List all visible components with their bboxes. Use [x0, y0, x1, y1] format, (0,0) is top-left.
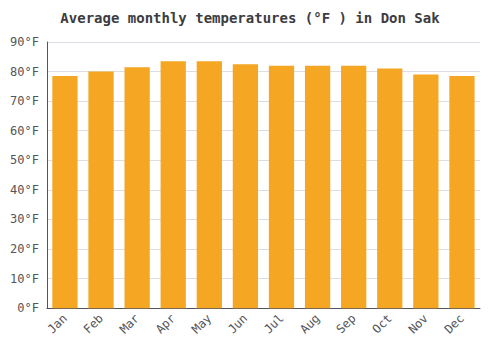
svg-text:30°F: 30°F	[10, 212, 39, 226]
svg-text:10°F: 10°F	[10, 272, 39, 286]
svg-text:Feb: Feb	[81, 311, 106, 336]
svg-text:60°F: 60°F	[10, 124, 39, 138]
svg-text:Dec: Dec	[442, 311, 467, 336]
svg-text:50°F: 50°F	[10, 153, 39, 167]
svg-text:Apr: Apr	[153, 311, 178, 336]
svg-text:Average monthly temperatures (: Average monthly temperatures (°F ) in Do…	[60, 10, 440, 26]
svg-text:Jan: Jan	[45, 311, 70, 336]
svg-text:Sep: Sep	[333, 311, 358, 336]
svg-text:70°F: 70°F	[10, 94, 39, 108]
svg-text:40°F: 40°F	[10, 183, 39, 197]
svg-text:Jun: Jun	[225, 311, 250, 336]
svg-text:Jul: Jul	[261, 311, 286, 336]
svg-text:Aug: Aug	[297, 311, 322, 336]
svg-text:Mar: Mar	[117, 311, 142, 336]
svg-text:80°F: 80°F	[10, 65, 39, 79]
svg-text:Oct: Oct	[370, 311, 395, 336]
svg-text:Nov: Nov	[406, 311, 431, 336]
svg-text:20°F: 20°F	[10, 242, 39, 256]
svg-text:May: May	[189, 311, 214, 336]
svg-text:90°F: 90°F	[10, 35, 39, 49]
svg-text:0°F: 0°F	[17, 301, 39, 315]
